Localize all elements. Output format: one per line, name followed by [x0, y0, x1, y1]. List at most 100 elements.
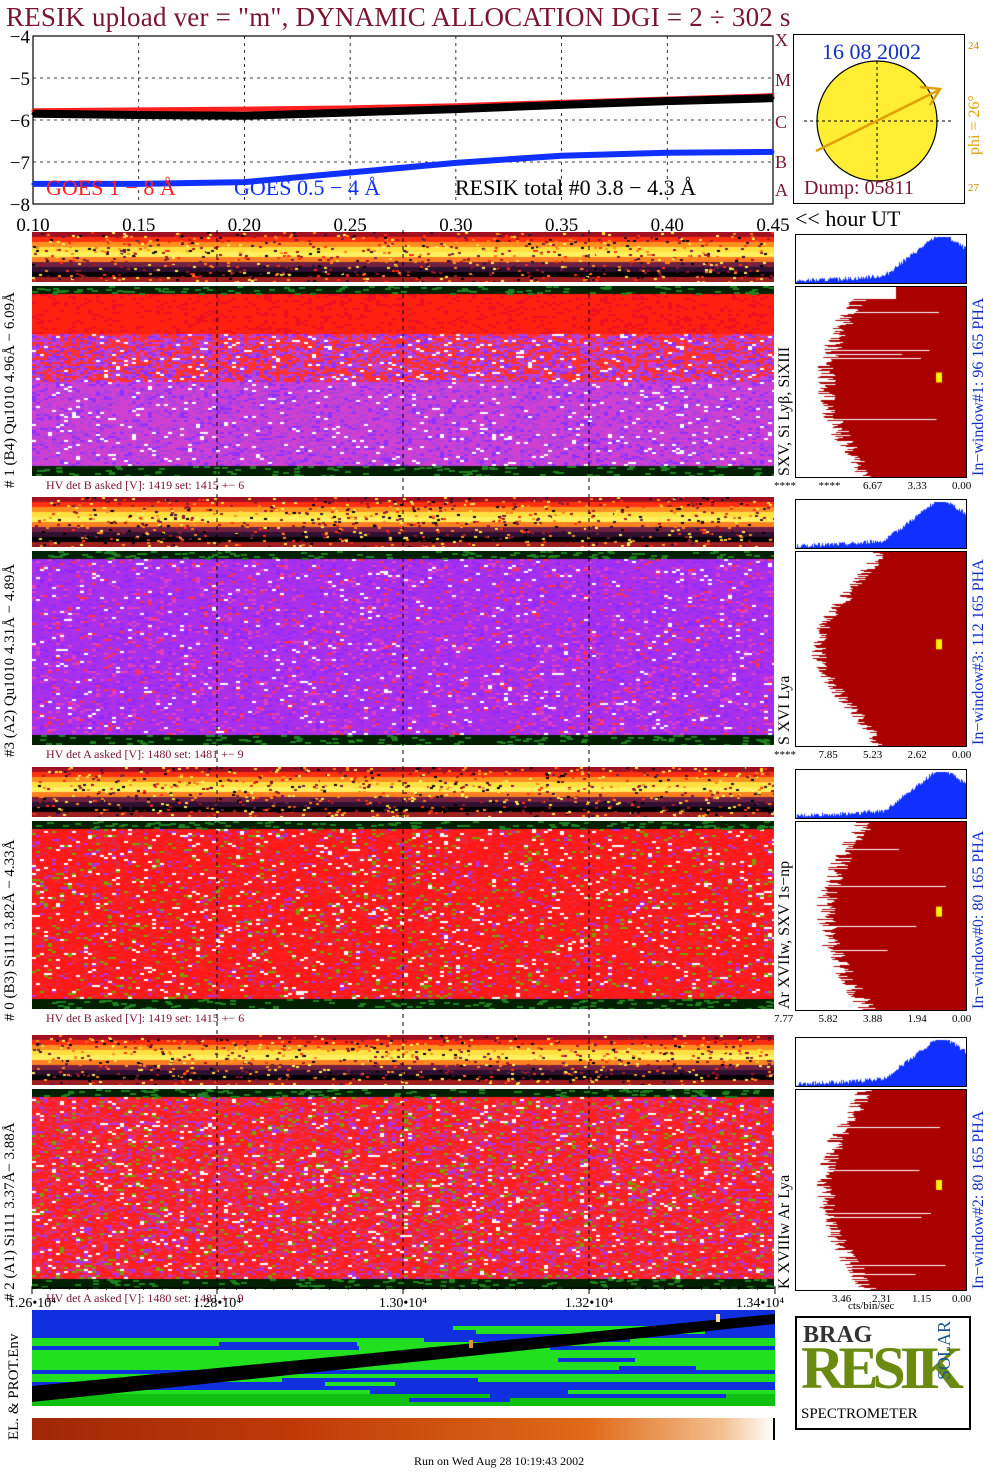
goes-x-tick-label: 0.20 [228, 215, 261, 235]
goes-x-tick-label: 0.25 [334, 215, 367, 235]
goes-data-point [348, 171, 352, 174]
goes-x-tick-label: 0.40 [651, 215, 684, 235]
channel-scale-tick: 0.00 [952, 1013, 972, 1025]
channel-spectrogram [32, 551, 774, 745]
channel-window-label: In−window#1: 96 165 PHA [970, 297, 987, 476]
counts-unit: cts/bin/sec [848, 1300, 895, 1312]
channel-spectrogram [32, 821, 774, 1009]
dump-number: Dump: 05811 [804, 177, 914, 199]
goes-grid [33, 35, 773, 205]
resik-logo: BRAG RESIK SOLAR SPECTROMETER [795, 1316, 971, 1430]
goes-y-tick-label: −7 [10, 153, 30, 174]
channel-scale-tick: 3.88 [863, 1013, 883, 1025]
goes-series [31, 93, 775, 187]
goes-y-tick-label: −8 [10, 195, 30, 216]
goes-data-point [665, 99, 669, 103]
phi-scale-top: 24 [968, 40, 979, 52]
logo-side-letters: SOLAR [934, 1320, 955, 1381]
channel-line-label: K XVIIIw Ar Lya [776, 1174, 793, 1289]
goes-data-point [137, 113, 141, 117]
sun-date: 16 08 2002 [822, 39, 921, 64]
bottom-axis-tick-label: 1.30•10⁴ [379, 1296, 427, 1311]
env-marker-1 [469, 1340, 473, 1348]
class-letter-c: C [775, 112, 788, 132]
bottom-axis-tick-label: 1.28•10⁴ [193, 1296, 241, 1311]
legend-resik: RESIK total #0 3.8 − 4.3 Å [455, 175, 696, 200]
goes-y-ticks: −4 −5 −6 −7 −8 [10, 30, 31, 216]
env-marker-2 [716, 1314, 720, 1322]
channel-label: # 1 (B4) Qu1010 4.96Å − 6.09Å [2, 292, 18, 488]
goes-x-tick-label: 0.45 [756, 215, 789, 235]
channel-scale-tick: 6.67 [863, 480, 883, 492]
channel-top-strip [32, 232, 774, 282]
channel-line-label: SXV, Si Lyβ, SiXIII [776, 346, 793, 476]
phi-label: phi = 26° [966, 95, 983, 155]
channel-scale-tick: 1.15 [912, 1293, 932, 1305]
env-trend-line [32, 1314, 775, 1402]
goes-x-tick-label: 0.35 [545, 215, 578, 235]
class-letter-b: B [775, 152, 788, 172]
channel-hv-label: HV det A asked [V]: 1480 set: 1481 +− 9 [46, 1291, 244, 1305]
goes-data-point [665, 151, 669, 155]
goes-data-point [560, 103, 564, 107]
channel-scale-tick: **** [774, 749, 796, 761]
class-letter-a: A [775, 180, 788, 200]
channel-scale-tick: **** [774, 480, 796, 492]
goes-data-point [242, 114, 246, 118]
channel-scale-tick: 0.00 [952, 749, 972, 761]
channel-scale-tick: 1.94 [907, 1013, 927, 1025]
goes-data-point [137, 182, 141, 186]
goes-data-point [31, 182, 35, 186]
sun-disk-diagram [804, 60, 954, 185]
channel-spectrogram [32, 1089, 774, 1289]
goes-data-point [242, 180, 246, 184]
goes-y-tick-label: −6 [10, 111, 30, 132]
channel-top-strip [32, 1035, 774, 1085]
goes-x-tick-label: 0.10 [16, 215, 49, 235]
channel-window-label: In−window#3: 112 165 PHA [970, 559, 987, 745]
channel-line-spectrum [795, 1089, 967, 1291]
legend-goes-short: GOES 0.5 − 4 Å [234, 175, 380, 200]
logo-main-letters: RESIK [801, 1335, 964, 1401]
sun-direction-arrow [815, 88, 940, 153]
goes-data-point [560, 154, 564, 158]
channel-pha-histogram [795, 769, 967, 819]
goes-series-line [32, 94, 774, 120]
channel-label: #3 (A2) Qu1010 4.31Å − 4.89Å [2, 563, 18, 757]
goes-data-point [771, 96, 775, 100]
channel-line-label: Ar XVIIw, SXV 1s−np [776, 860, 793, 1009]
channel-scale-tick: 7.85 [818, 749, 838, 761]
channel-pha-histogram [795, 234, 967, 284]
goes-lightcurve-chart: −4−5−6−7−8 0.10 0.15 0.20 0.25 0.30 0.35 0.40 0… [10, 30, 790, 235]
page-title: RESIK upload ver = "m", DYNAMIC ALLOCATI… [6, 2, 791, 32]
class-letter-m: M [775, 70, 792, 90]
logo-top-letters: BRAG [803, 1322, 873, 1348]
goes-data-point [454, 107, 458, 111]
goes-series-line [33, 148, 774, 187]
goes-data-point [242, 107, 246, 111]
channel-top-strip [32, 497, 774, 547]
channel-label: # 2 (A1) Si111 3.37Å− 3.88Å [2, 1122, 18, 1301]
channel-scale-tick: 5.82 [818, 1013, 838, 1025]
bottom-axis-tick-label: 1.32•10⁴ [565, 1296, 613, 1311]
channel-scale-tick: 3.33 [907, 480, 927, 492]
env-panel [32, 1310, 775, 1406]
channel-spectrogram [32, 286, 774, 476]
goes-x-ticks: 0.10 0.15 0.20 0.25 0.30 0.35 0.40 0.45 [16, 215, 789, 235]
goes-x-tick-label: 0.15 [122, 215, 155, 235]
channel-hv-label: HV det A asked [V]: 1480 set: 1481 +− 9 [46, 747, 244, 761]
channel-top-strip [32, 767, 774, 817]
channel-scale-tick: 5.23 [863, 749, 883, 761]
channel-scale-tick: 0.00 [952, 1293, 972, 1305]
goes-data-point [348, 110, 352, 114]
bottom-axis: 1.26•10⁴ 1.28•10⁴ 1.30•10⁴ 1.32•10⁴ 1.34•10⁴ [8, 1286, 784, 1311]
bottom-axis-tick-label: 1.26•10⁴ [8, 1296, 56, 1311]
class-letter-x: X [775, 30, 788, 50]
goes-y-tick-label: −4 [10, 30, 31, 48]
phi-scale-bottom: 27 [968, 182, 979, 194]
channel-window-label: In−window#2: 80 165 PHA [970, 1110, 987, 1289]
goes-class-scale: X M C B A [770, 30, 794, 205]
env-label: EL. & PROT.Env [6, 1333, 22, 1440]
goes-data-point [771, 150, 775, 154]
arrow-head [919, 85, 943, 106]
